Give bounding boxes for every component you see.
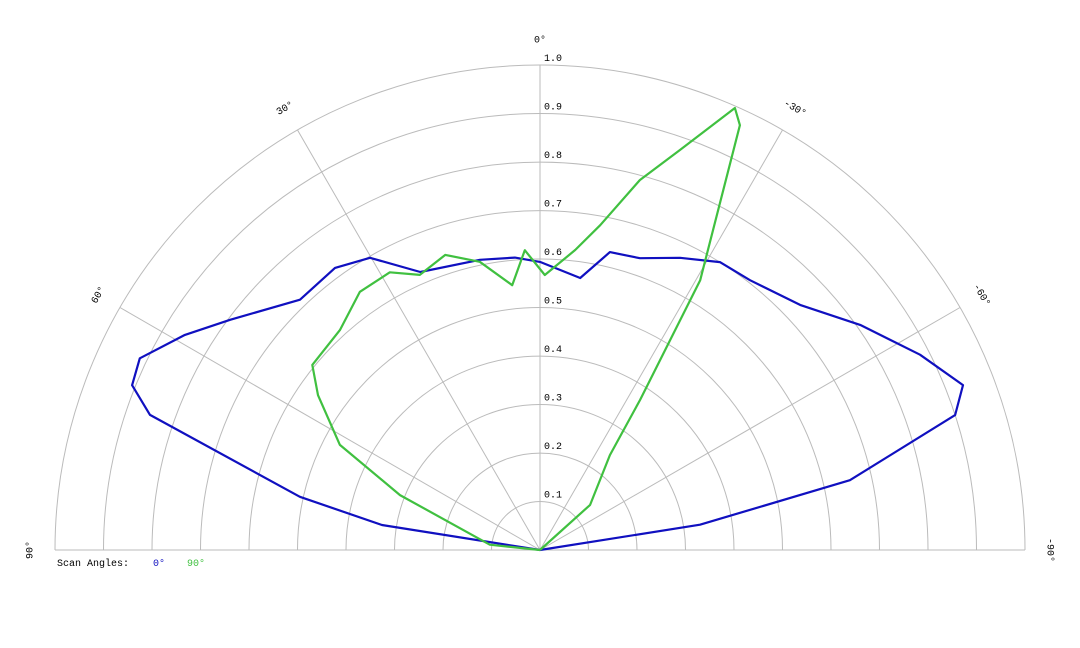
r-tick-label: 0.1 [544,491,562,502]
theta-tick-label: 30° [275,99,297,118]
grid-spoke [539,307,961,551]
r-tick-label: 0.9 [544,103,562,114]
r-tick-label: 0.7 [544,200,562,211]
legend-entry: 90° [187,558,205,570]
series-line [311,106,741,552]
theta-tick-label: 0° [534,35,546,47]
r-tick-label: 1.0 [544,54,562,65]
r-tick-label: 0.6 [544,248,562,259]
theta-tick-label: -90° [1043,538,1055,562]
grid-spoke [297,129,541,551]
theta-tick-label: -30° [781,98,808,120]
r-tick-label: 0.3 [544,394,562,405]
theta-tick-label: 60° [89,285,108,307]
theta-tick-label: 90° [25,541,37,559]
legend-title: Scan Angles: [57,558,129,570]
grid-spoke [119,307,541,551]
theta-tick-label: -60° [970,282,992,309]
r-tick-label: 0.2 [544,442,562,453]
grid-spoke [539,129,783,551]
r-tick-label: 0.4 [544,345,562,356]
r-tick-label: 0.8 [544,151,562,162]
r-tick-label: 0.5 [544,297,562,308]
series-line [131,251,965,552]
legend-entry: 0° [153,558,165,570]
